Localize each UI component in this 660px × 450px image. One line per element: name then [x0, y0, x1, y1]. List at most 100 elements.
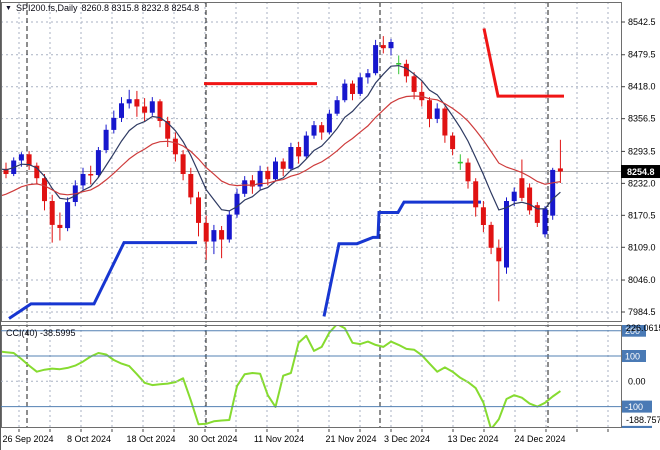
candle[interactable]	[234, 188, 240, 218]
candle[interactable]	[488, 221, 494, 255]
candle[interactable]	[303, 131, 309, 159]
bid-price-box	[621, 165, 660, 179]
candle[interactable]	[380, 36, 386, 54]
candle-body	[65, 202, 71, 229]
candle-body	[342, 83, 348, 101]
candle[interactable]	[203, 215, 209, 260]
candle[interactable]	[496, 239, 502, 302]
candle[interactable]	[80, 167, 86, 190]
candle[interactable]	[103, 124, 109, 154]
candle[interactable]	[442, 106, 448, 143]
candle[interactable]	[157, 99, 163, 128]
candle[interactable]	[511, 187, 517, 207]
candle-body	[427, 100, 432, 119]
candle[interactable]	[280, 158, 286, 177]
candle[interactable]	[126, 89, 132, 109]
price-tick-label: 8356.5	[628, 114, 656, 124]
candle[interactable]	[365, 69, 371, 84]
candle-body	[203, 222, 209, 242]
candle[interactable]	[457, 154, 463, 170]
candle[interactable]	[388, 38, 394, 56]
candle[interactable]	[411, 72, 417, 100]
candle[interactable]	[288, 142, 294, 171]
candle[interactable]	[519, 159, 525, 202]
trailing-stop-line	[482, 28, 564, 98]
symbol-dropdown-icon[interactable]: ▼	[5, 4, 12, 12]
candle[interactable]	[219, 226, 225, 259]
candle[interactable]	[57, 212, 63, 241]
candle[interactable]	[465, 158, 471, 189]
candle[interactable]	[119, 97, 124, 122]
candle[interactable]	[296, 141, 302, 164]
candle[interactable]	[249, 175, 255, 194]
candle[interactable]	[542, 206, 548, 238]
candle[interactable]	[49, 194, 55, 243]
candle[interactable]	[403, 59, 409, 83]
candle[interactable]	[265, 166, 271, 186]
date-label: 21 Nov 2024	[325, 434, 376, 444]
candle[interactable]	[142, 98, 148, 121]
candle[interactable]	[334, 96, 340, 116]
candle[interactable]	[434, 103, 440, 124]
candle[interactable]	[34, 162, 40, 185]
candle[interactable]	[149, 97, 155, 116]
candle[interactable]	[95, 147, 101, 178]
candle[interactable]	[88, 165, 94, 185]
date-label: 26 Sep 2024	[2, 434, 53, 444]
candle[interactable]	[504, 197, 509, 274]
candle[interactable]	[342, 79, 348, 103]
candle-body	[249, 180, 255, 187]
candle[interactable]	[534, 202, 540, 227]
candle[interactable]	[211, 224, 217, 255]
candle[interactable]	[326, 109, 332, 135]
candle[interactable]	[196, 191, 201, 237]
candle-body	[442, 108, 448, 136]
candle[interactable]	[357, 73, 363, 97]
candle-body	[527, 187, 533, 211]
candle-body	[149, 101, 155, 113]
candle[interactable]	[350, 80, 355, 101]
candle[interactable]	[273, 157, 278, 182]
cci-level-box	[622, 350, 646, 362]
candle[interactable]	[473, 178, 479, 217]
candle[interactable]	[550, 167, 556, 220]
price-tick-label: 8293.5	[628, 146, 656, 156]
candle[interactable]	[557, 139, 563, 183]
candle[interactable]	[427, 97, 432, 128]
candle-body	[134, 99, 140, 107]
candle-body	[319, 125, 325, 133]
candle[interactable]	[319, 122, 325, 140]
candle[interactable]	[165, 116, 171, 147]
candle-body	[234, 193, 240, 215]
price-tick-label: 8232.0	[628, 178, 656, 188]
candle[interactable]	[26, 151, 32, 170]
date-label: 8 Oct 2024	[67, 434, 111, 444]
candle-body	[534, 205, 540, 223]
cci-min-label: -188.757	[626, 415, 660, 425]
candle[interactable]	[111, 110, 117, 134]
candle[interactable]	[226, 210, 232, 243]
candle[interactable]	[134, 90, 140, 117]
candle[interactable]	[42, 174, 47, 211]
candle[interactable]	[242, 176, 248, 197]
candle[interactable]	[65, 197, 71, 232]
candle-body	[95, 150, 101, 175]
candle-body	[411, 76, 417, 92]
candle[interactable]	[180, 150, 186, 181]
candle[interactable]	[188, 167, 194, 205]
candle[interactable]	[172, 132, 178, 162]
candle-body	[365, 73, 371, 78]
candle[interactable]	[527, 183, 533, 215]
candle[interactable]	[396, 55, 402, 75]
candle-body	[550, 169, 556, 216]
candle[interactable]	[450, 132, 456, 156]
candle-body	[34, 165, 40, 179]
candle[interactable]	[311, 121, 317, 139]
cci-level-label: -200	[625, 427, 643, 437]
candle[interactable]	[257, 165, 263, 190]
candle[interactable]	[480, 201, 486, 233]
candle[interactable]	[373, 39, 379, 76]
candle-body	[311, 125, 317, 136]
